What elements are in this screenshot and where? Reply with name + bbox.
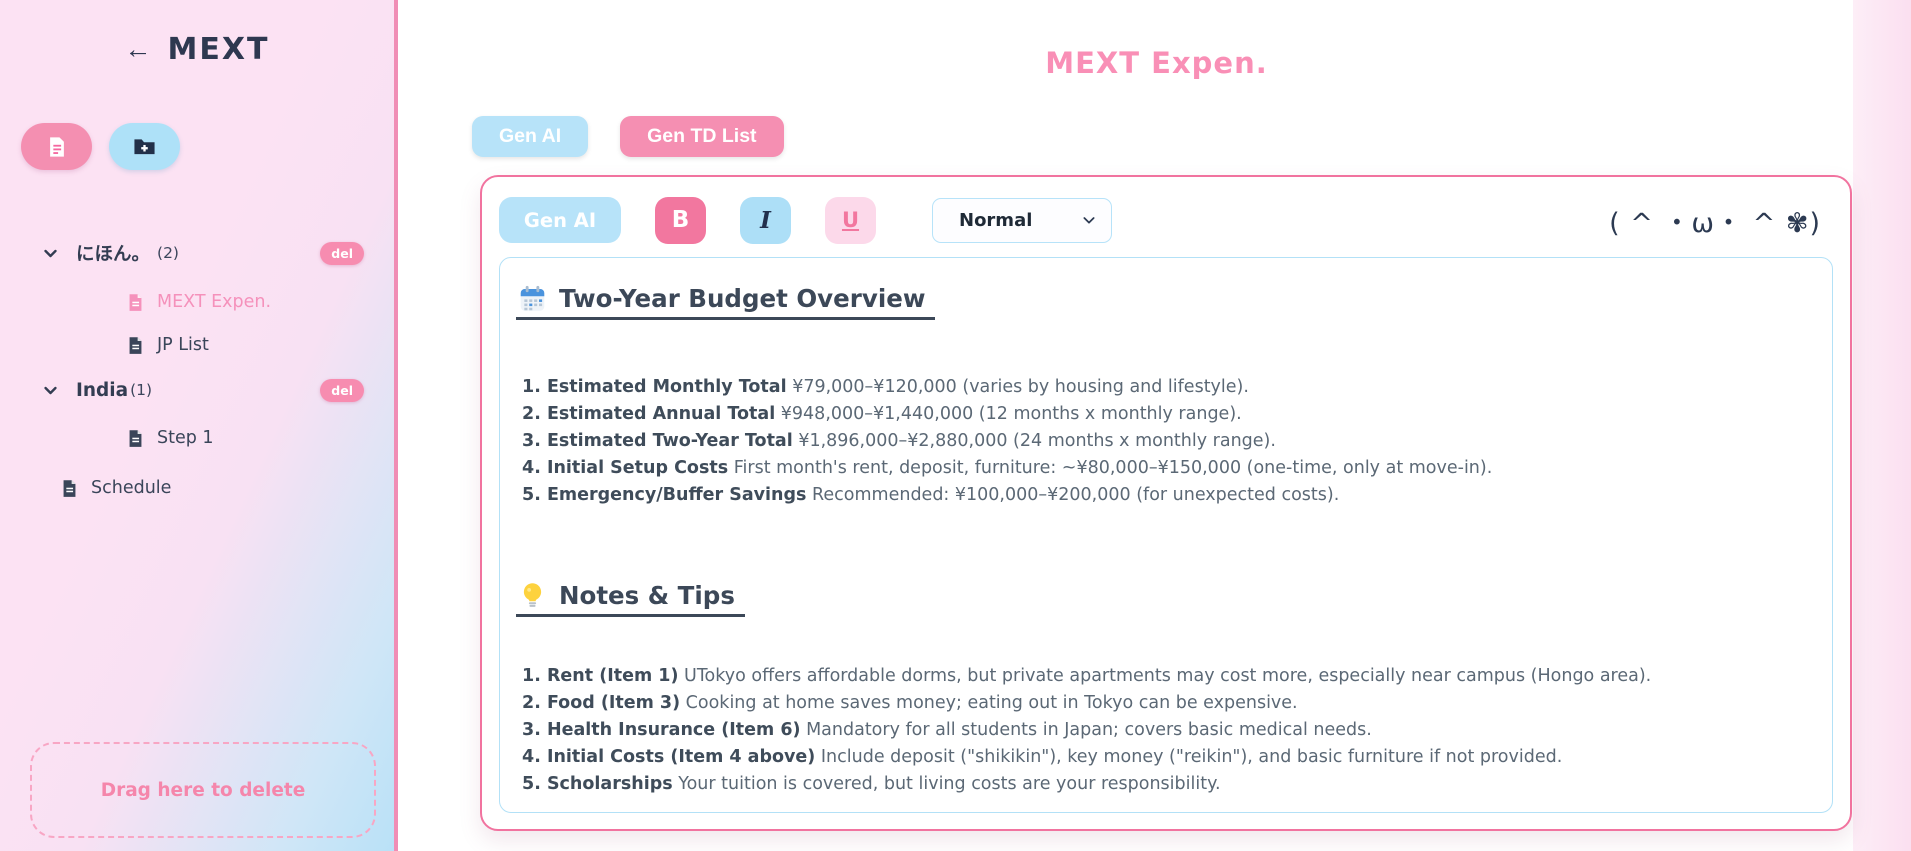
calendar-icon (518, 284, 547, 313)
italic-button[interactable]: I (740, 196, 791, 244)
list-item-label: Estimated Monthly Total (546, 377, 787, 397)
list-item-label: Estimated Annual Total (546, 404, 776, 424)
list-item-label: Initial Setup Costs (546, 458, 729, 478)
file-tree: にほん。 (2) del MEXT Expen. JP List India (… (0, 238, 394, 502)
list-item: Estimated Two-Year Total ¥1,896,000–¥2,8… (522, 428, 1818, 455)
list-item-label: Rent (Item 1) (546, 666, 679, 686)
list-item-text: Cooking at home saves money; eating out … (685, 693, 1298, 713)
list-item-label: Scholarships (546, 774, 673, 794)
group-count: (1) (130, 381, 153, 399)
style-select[interactable]: Normal (932, 197, 1112, 243)
delete-group-button[interactable]: del (320, 378, 364, 402)
tree-file-jp-list[interactable]: JP List (0, 331, 394, 359)
lightbulb-icon (518, 581, 547, 610)
section-notes-tips: Notes & Tips Rent (Item 1) UTokyo offers… (514, 579, 1818, 798)
style-select-value: Normal (959, 209, 1033, 231)
list-item-text: ¥948,000–¥1,440,000 (12 months x monthly… (780, 404, 1242, 424)
file-icon (126, 429, 145, 448)
list-item-text: Include deposit ("shikikin"), key money … (820, 747, 1563, 767)
section-heading-text: Two-Year Budget Overview (559, 284, 926, 313)
main-area: MEXT Expen. Gen AI Gen TD List Gen AI B … (402, 0, 1911, 851)
tree-group-nihon[interactable]: にほん。 (2) del (0, 238, 394, 268)
list-item: Food (Item 3) Cooking at home saves mone… (522, 690, 1818, 717)
action-buttons: Gen AI Gen TD List (472, 116, 784, 157)
file-icon (126, 293, 145, 312)
list-item: Rent (Item 1) UTokyo offers affordable d… (522, 663, 1818, 690)
file-label: Schedule (91, 478, 172, 498)
editor-toolbar: Gen AI B I U Normal ( ^ ・ω・ ^ ✾) (499, 195, 1833, 245)
chevron-down-icon (42, 245, 59, 262)
list-item: Initial Costs (Item 4 above) Include dep… (522, 744, 1818, 771)
file-label: JP List (157, 335, 209, 355)
list-item-label: Food (Item 3) (546, 693, 681, 713)
tree-file-step1[interactable]: Step 1 (0, 424, 394, 452)
list-item: Estimated Monthly Total ¥79,000–¥120,000… (522, 374, 1818, 401)
drag-delete-label: Drag here to delete (100, 779, 306, 801)
list-item-text: Recommended: ¥100,000–¥200,000 (for unex… (812, 485, 1340, 505)
list-item: Emergency/Buffer Savings Recommended: ¥1… (522, 482, 1818, 509)
list-item: Scholarships Your tuition is covered, bu… (522, 771, 1818, 798)
list-item: Estimated Annual Total ¥948,000–¥1,440,0… (522, 401, 1818, 428)
sidebar-header: ← MEXT (0, 0, 394, 67)
list-item-label: Emergency/Buffer Savings (546, 485, 807, 505)
editor-area[interactable]: Two-Year Budget Overview Estimated Month… (499, 257, 1833, 813)
file-icon (60, 479, 79, 498)
new-note-button[interactable] (21, 123, 92, 170)
drag-delete-zone[interactable]: Drag here to delete (30, 742, 376, 838)
list-item: Health Insurance (Item 6) Mandatory for … (522, 717, 1818, 744)
sidebar-title: MEXT (167, 32, 270, 67)
list-item-label: Initial Costs (Item 4 above) (546, 747, 816, 767)
bold-button[interactable]: B (655, 196, 706, 244)
gen-ai-button[interactable]: Gen AI (472, 116, 589, 157)
list-item-text: ¥79,000–¥120,000 (varies by housing and … (792, 377, 1249, 397)
list-item-text: First month's rent, deposit, furniture: … (733, 458, 1493, 478)
list-item-text: Mandatory for all students in Japan; cov… (806, 720, 1372, 740)
chevron-down-icon (1081, 212, 1097, 228)
list-item-text: Your tuition is covered, but living cost… (678, 774, 1221, 794)
list-item: Initial Setup Costs First month's rent, … (522, 455, 1818, 482)
section-heading-text: Notes & Tips (559, 581, 735, 610)
section-budget-overview: Two-Year Budget Overview Estimated Month… (514, 278, 1818, 509)
folder-plus-icon (133, 135, 156, 158)
gen-td-list-button[interactable]: Gen TD List (620, 116, 784, 157)
section-heading: Notes & Tips (516, 579, 745, 617)
group-count: (2) (157, 244, 179, 262)
sidebar: ← MEXT にほん。 (2) del MEXT Expen. JP List … (0, 0, 398, 851)
tree-group-india[interactable]: India (1) del (0, 375, 394, 405)
tree-file-mext-expen[interactable]: MEXT Expen. (0, 288, 394, 316)
file-label: Step 1 (157, 428, 214, 448)
list-item-text: ¥1,896,000–¥2,880,000 (24 months x month… (798, 431, 1276, 451)
kaomoji: ( ^ ・ω・ ^ ✾) (1609, 207, 1821, 239)
document-icon (46, 136, 68, 158)
list-item-label: Health Insurance (Item 6) (546, 720, 801, 740)
back-button[interactable]: ← (124, 34, 152, 64)
list-item-text: UTokyo offers affordable dorms, but priv… (684, 666, 1652, 686)
page-title: MEXT Expen. (1045, 46, 1268, 80)
section-heading: Two-Year Budget Overview (516, 282, 936, 320)
new-folder-button[interactable] (109, 123, 180, 170)
notes-list: Rent (Item 1) UTokyo offers affordable d… (522, 663, 1818, 798)
sidebar-actions (21, 123, 394, 170)
list-item-label: Estimated Two-Year Total (546, 431, 793, 451)
tree-file-schedule[interactable]: Schedule (0, 474, 394, 502)
file-label: MEXT Expen. (157, 292, 272, 312)
page-right-margin (1853, 0, 1911, 851)
toolbar-gen-ai-button[interactable]: Gen AI (499, 197, 621, 243)
chevron-down-icon (42, 382, 59, 399)
note-card: Gen AI B I U Normal ( ^ ・ω・ ^ ✾) Two-Yea… (480, 175, 1852, 831)
file-icon (126, 336, 145, 355)
underline-button[interactable]: U (825, 196, 876, 244)
delete-group-button[interactable]: del (320, 241, 364, 265)
group-label: にほん。 (76, 244, 151, 265)
budget-list: Estimated Monthly Total ¥79,000–¥120,000… (522, 374, 1818, 509)
group-label: India (76, 379, 129, 401)
